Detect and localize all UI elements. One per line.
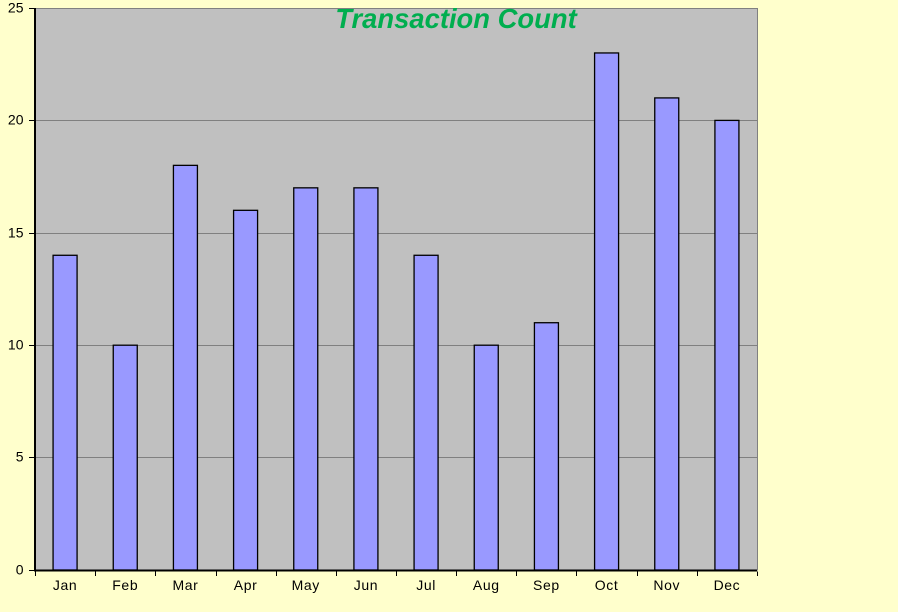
svg-text:25: 25 [8,0,24,15]
svg-text:Nov: Nov [653,577,680,593]
svg-text:5: 5 [16,448,24,464]
svg-text:Transaction Count: Transaction Count [335,3,578,34]
svg-text:0: 0 [16,561,24,577]
svg-text:10: 10 [8,336,24,352]
svg-text:Dec: Dec [714,577,741,593]
svg-text:15: 15 [8,224,24,240]
svg-text:20: 20 [8,111,24,127]
svg-text:Jul: Jul [416,577,436,593]
svg-text:Feb: Feb [112,577,138,593]
svg-text:Mar: Mar [172,577,198,593]
svg-text:Jan: Jan [53,577,77,593]
svg-text:Sep: Sep [533,577,560,593]
svg-text:Oct: Oct [595,577,619,593]
svg-text:Aug: Aug [473,577,500,593]
svg-text:Apr: Apr [234,577,258,593]
svg-text:May: May [292,577,320,593]
svg-text:Jun: Jun [354,577,378,593]
